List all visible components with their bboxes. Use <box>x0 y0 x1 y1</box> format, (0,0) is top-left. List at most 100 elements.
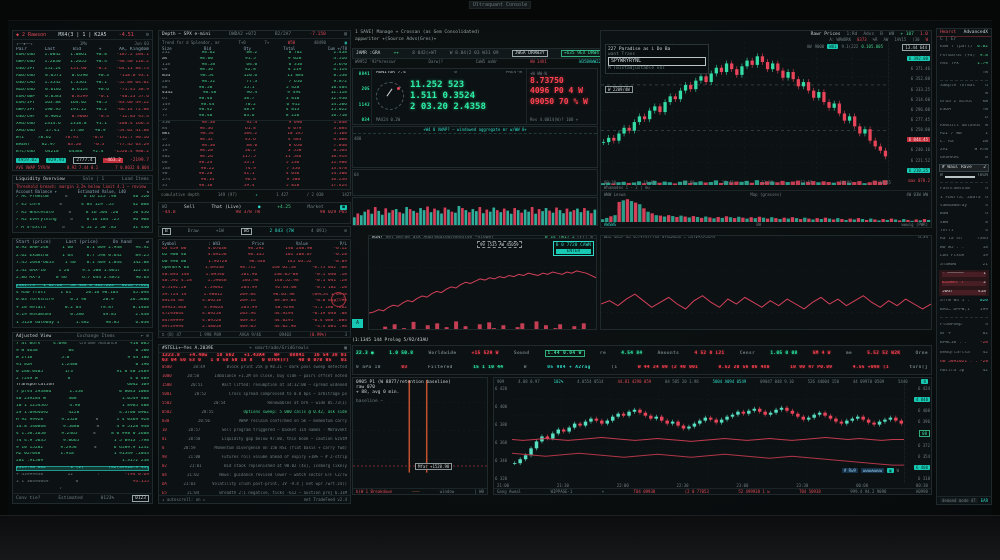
table-row[interactable]: XAG/USD 27.41 27.60 +0.9 -54.02 41.88 <box>16 129 149 134</box>
table-row[interactable]: AUD/USD 0.6571 0.6590 +0.3 -118.0 93.1 <box>16 74 149 79</box>
table-row[interactable]: 60 98.56 42.8 4 219 6.114 <box>162 68 347 73</box>
gauge-mode[interactable]: PREV-W <box>505 71 522 75</box>
table-row[interactable]: 9.19 Rosamund 0.580 49.85 2.448 <box>16 313 149 318</box>
table-row[interactable]: Bewqrtartsa 42 <box>940 351 988 356</box>
table-row[interactable]: 2 7249 W 8 4 0 409 <box>16 377 149 382</box>
table-row[interactable]: mid 98.54 120.6 11 884 8.530 <box>162 74 347 79</box>
table-row[interactable]: UASHAVE B <box>940 156 988 161</box>
table-row[interactable]: 2.86 MX-3 0 46 6.7 644 2.4872 90.63 <box>16 276 149 281</box>
table-row[interactable]: L. Ra ZW <box>940 140 988 145</box>
table-row[interactable]: 62 908 46 4.09258 98.145 101 208.07 -0.28 <box>162 253 347 258</box>
table-row[interactable]: + 43999938 12! -794 0.69 <box>16 473 149 478</box>
table-row[interactable]: Lwd Fixde 19 <box>940 254 988 259</box>
table-row[interactable]: BTC/USD 64210 64388 +2.4 -1520.4 988.2 <box>16 150 149 155</box>
table-row[interactable]: EUR/USD 1.0842 1.0861 +0.8 -187.2 204.1 <box>16 53 149 58</box>
table-row[interactable]: 5wdr 418 <box>942 289 986 295</box>
table-row[interactable]: 29 1.0964692 4228 4.3700 0902 <box>16 411 149 416</box>
table-row[interactable]: 4 Raw Trust 1 61 20.18 98.103 45.098 <box>16 291 149 296</box>
table-row[interactable]: 04 21:02 News: guidance revised lower — wa… <box>162 473 347 477</box>
table-row[interactable]: ✓ AC Premium 0 8 16 125 .98 40 520 <box>16 195 149 200</box>
table-row[interactable]: TW <box>940 71 988 76</box>
table-row[interactable]: as 98.60 91.5 9 028 4.516 <box>162 57 347 62</box>
dense-bars-chart[interactable] <box>353 198 597 225</box>
trades-rows[interactable]: 63 459 08 4.07638 98.292 140 248.98 -0.12 62 … <box>159 246 350 331</box>
table-row[interactable]: 35 98.10 59.4 5 828 17.424 <box>162 184 347 189</box>
table-row[interactable]: ✓ M 4-Extra 0 4 52 2 50 .85 31 440 <box>16 226 149 231</box>
table-row[interactable]: USD/CAD 1.3542 1.3561 +0.1 -52.88 64.02 <box>16 81 149 86</box>
table-row[interactable]: openbrk 68 1.09540 98.712 140 62.58 -0.75 04… <box>162 266 347 271</box>
table-row[interactable]: 0.03 Yorkshire 0.5 98 20.9 26.5800 <box>16 298 149 303</box>
table-row[interactable]: 19 98.28 36.2 3 558 8.564 <box>162 149 347 154</box>
table-row[interactable]: 2.42 DAX-10 1 26 9.1 500 1.0617 122.63 <box>16 269 149 274</box>
maximize-icon[interactable]: ▦ <box>344 346 347 351</box>
table-row[interactable]: 57 98.32 45.6 4 483 6.080 <box>162 138 347 143</box>
table-row[interactable]: 77 98.40 83.6 8 226 16.710 <box>162 114 347 119</box>
holdings-load-button[interactable]: Load Items <box>121 177 149 182</box>
table-row[interactable]: + 20 Retail 0.2 64 79.87 8.1468 <box>16 306 149 311</box>
overnight-tags[interactable]: # Rw9 wwwwwwww ▣ W <box>839 468 902 473</box>
table-row[interactable]: 149 98.44 70.2 6 912 14.206 <box>162 103 347 108</box>
center-header-strip[interactable]: JAMR :GRA ++ 8 042(+WT W 8.04(2 03 W31 09 JW… <box>352 48 606 59</box>
ticker-row1[interactable]: 22.3 ● 1.0 50.8 Worldwide +15 529 W Sound 1.4… <box>353 350 931 357</box>
watchlist-footer-badges[interactable]: 4959.02 929.93 2777.4 -463.2 -2199.7 <box>13 156 152 165</box>
table-row[interactable]: 7.45 2648-6653 1 40 8.1 409 1.044 142.08 <box>16 261 149 266</box>
table-row[interactable]: Ww W5 . . 18 <box>940 246 988 251</box>
table-row[interactable]: ✓ EJ Core 0 4 04 129 .55 42 088 <box>16 203 149 208</box>
table-row[interactable]: 0.5192.28 1.59042 204.99 92.03.08 -0.1 182 .… <box>162 286 347 291</box>
table-row[interactable]: 310 98.38 92.4 9 090 1.848 <box>162 121 347 126</box>
table-row[interactable]: 02 21:01 Bid stack replenished at 98.02 (4… <box>162 464 347 468</box>
table-row[interactable]: 148 98.22 74.9 7 356 13.478 <box>162 167 347 172</box>
table-row[interactable]: 40.093 148 1.09546 201.96 140.05-08 -0.1 040… <box>162 273 347 278</box>
table-row[interactable]: Awttra 5p 42 <box>940 369 988 374</box>
gear-icon[interactable]: ⚙ <box>145 32 149 38</box>
table-row[interactable]: * —————— 1 <box>942 272 986 278</box>
table-row[interactable]: DA 21:03 Volatility crush post-print, IV -… <box>162 482 347 486</box>
table-row[interactable]: aTaWww 21 <box>940 263 988 268</box>
table-row[interactable]: mkt 98.34 104.2 10 247 5.168 <box>162 132 347 137</box>
table-row[interactable]: Sample format d <box>940 84 988 89</box>
holdings-rows[interactable]: ✓ AC Premium 0 8 16 125 .98 40 520 ✓ EJ Core… <box>13 194 152 232</box>
holdings-mid[interactable]: Sale | 1 <box>82 177 105 182</box>
ticket-row1[interactable]: W2 Sell That (Live) ● +4.25 Market ■ <box>159 203 350 210</box>
sidebar-section2[interactable]: Sample format d W Urba 2 minut KW ESDM TW D Rebu… <box>937 83 991 163</box>
tape-log-rows[interactable]: 0500 20:49 Block print 25k @ 98.21 — dark … <box>159 363 350 495</box>
inventory-rows[interactable]: 0.92 BAW-248 1 60 6.1 609 2.948 94.92 2.62 E… <box>13 245 152 327</box>
table-row[interactable]: USD/CHF 0.9042 0.9066 -0.4 -12.83 95.4 <box>16 115 149 120</box>
table-row[interactable]: 7 <box>16 487 149 492</box>
table-row[interactable]: 5502 20:54 Renewables at brk — wide 05.73(… <box>162 401 347 405</box>
table-row[interactable]: ow 5092021 . . -28 <box>940 360 988 365</box>
orderbook-asks[interactable]: 310 98.38 92.4 9 090 1.848 84 98.36 61.8 6 079 3.… <box>159 121 350 190</box>
table-row[interactable]: 1500 20:51 Halt lifted: resumption at 14:3… <box>162 383 347 387</box>
table-row[interactable]: XAU/USD 2314.6 2318.8 +1.1 -208.4 166.3 <box>16 122 149 127</box>
ear-button[interactable]: EAR <box>980 498 988 503</box>
macd-header-right[interactable]: W 14 (W1) 2 (F)| 8 <box>545 236 593 238</box>
table-row[interactable]: 88 98.50 55.1 5 428 10.404 <box>162 86 347 91</box>
table-row[interactable]: 89923.048 4.99028 203.99 40.9298 -4.1 280 .5… <box>162 306 347 311</box>
sidebar-section5[interactable]: FlowPomp 4 wr + 82 BPWC10 . . -28 Bewqrtartsa 4… <box>937 320 991 376</box>
table-row[interactable]: 40.592 4.28 1.59048 203.98 140.52.98 -0.1 04… <box>162 279 347 284</box>
table-row[interactable]: 47293044 4.09258 203.94 44.9294 -0.19 048 .0… <box>162 312 347 317</box>
table-row[interactable]: 2481.79 1 02.28 58 408 8 302.203 0216 7.622 <box>16 283 149 289</box>
table-row[interactable]: Transportation 6042 109 <box>16 383 149 388</box>
table-row[interactable]: 40 239284 W 408 1.0549 408 <box>16 397 149 402</box>
table-row[interactable]: 63 459 08 4.07638 98.292 140 248.98 -0.12 <box>162 247 347 252</box>
sidebar-input[interactable] <box>944 175 976 178</box>
table-row[interactable]: 1 5128 Gateway 1 1.482 98.85 6.038 <box>16 321 149 326</box>
enter-button[interactable]: ENTER <box>555 249 591 254</box>
table-row[interactable]: 74 4.9 5635 9.0665 1 5 0913 .798 <box>16 439 149 444</box>
table-row[interactable]: 84789999 4.09528 409.05 44.0295 -0.4 088 .08… <box>162 319 347 324</box>
ticket-row3[interactable]: B Draw +1W W5 2 843 (7W 4 091) ⊞ <box>159 227 350 235</box>
table-row[interactable]: 61 98.46 38.7 3 810 12.950 <box>162 97 347 102</box>
table-row[interactable]: 5001 20:52 Cross spread compressed to 0.8 … <box>162 392 347 396</box>
table-row[interactable]: 66 98.24 53.3 5 236 11.980 <box>162 161 347 166</box>
table-row[interactable]: Urba 2 minut KW <box>940 100 988 105</box>
gauge-gear-icon[interactable]: ⚙ <box>454 71 458 75</box>
table-row[interactable]: 4 1.58.2650 9.2465 N 8 0 998 0 2688 <box>16 432 149 437</box>
table-row[interactable]: 0 280.0405 1/3 91 8 40 2489 <box>16 370 149 375</box>
table-row[interactable]: EUR/JPY 163.88 164.02 +0.5 -83.60 49.22 <box>16 101 149 106</box>
sidebar-input-row[interactable]: W TWIN <box>940 173 988 179</box>
table-row[interactable]: 274 98.14 96.8 9 500 16.236 <box>162 178 347 183</box>
autoscroll-toggle[interactable]: ◂ autoscroll: on ▸ <box>162 497 206 502</box>
table-row[interactable]: USD/JPY 151.24 151.60 -0.2 -64.11 88.73 <box>16 67 149 72</box>
watchlist-rows[interactable]: EUR/USD 1.0842 1.0861 +0.8 -187.2 204.1 GBP/U… <box>13 52 152 156</box>
